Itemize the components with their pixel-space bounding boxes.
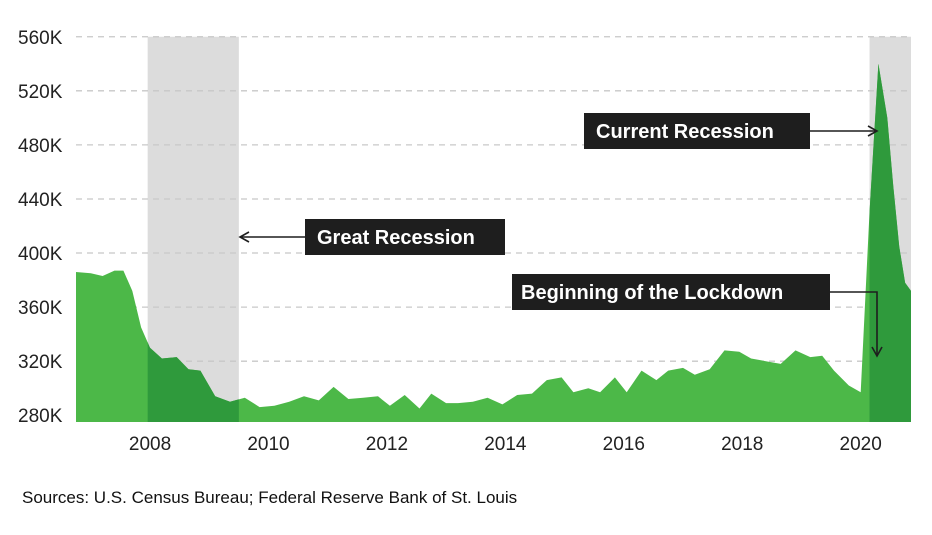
area-series-recession-0: [147, 342, 239, 422]
annotation-box: [584, 113, 810, 149]
annotation-arrow-head: [871, 346, 883, 358]
annotation-0: Great Recession: [238, 219, 505, 255]
y-tick-label: 360K: [18, 298, 63, 319]
annotations: Great Recession Current Recession Beginnin…: [238, 113, 883, 358]
annotation-text: Current Recession: [596, 121, 774, 143]
x-tick-label: 2014: [484, 434, 527, 455]
annotation-arrow-head: [238, 231, 250, 243]
annotation-text: Beginning of the Lockdown: [521, 282, 783, 304]
y-tick-label: 520K: [18, 82, 63, 103]
source-note: Sources: U.S. Census Bureau; Federal Res…: [22, 488, 518, 507]
annotation-2: Beginning of the Lockdown: [512, 274, 883, 358]
annotation-arrow-head: [867, 125, 879, 137]
y-tick-label: 440K: [18, 190, 63, 211]
y-tick-label: 480K: [18, 136, 63, 157]
annotation-arrow-line: [830, 291, 878, 356]
annotation-box: [512, 274, 830, 310]
x-axis: 2008 2010 2012 2014 2016 2018 2020: [129, 434, 882, 455]
y-tick-label: 560K: [18, 28, 63, 49]
recession-shade-0: [147, 36, 239, 423]
annotation-text: Great Recession: [317, 227, 475, 249]
chart-canvas: 280K 320K 360K 400K 440K 480K 520K 560K 2008 201…: [18, 28, 911, 455]
y-tick-label: 320K: [18, 352, 63, 373]
x-tick-label: 2008: [129, 434, 171, 455]
sales-area: [76, 63, 911, 423]
annotation-1: Current Recession: [584, 113, 879, 149]
x-tick-label: 2018: [721, 434, 763, 455]
x-tick-label: 2010: [247, 434, 289, 455]
annotation-box: [305, 219, 505, 255]
y-tick-label: 400K: [18, 244, 63, 265]
y-axis: 280K 320K 360K 400K 440K 480K 520K 560K: [18, 28, 63, 427]
y-tick-label: 280K: [18, 406, 63, 427]
x-tick-label: 2020: [840, 434, 882, 455]
x-tick-label: 2016: [603, 434, 645, 455]
x-tick-label: 2012: [366, 434, 408, 455]
area-series-recession-1: [869, 63, 911, 422]
